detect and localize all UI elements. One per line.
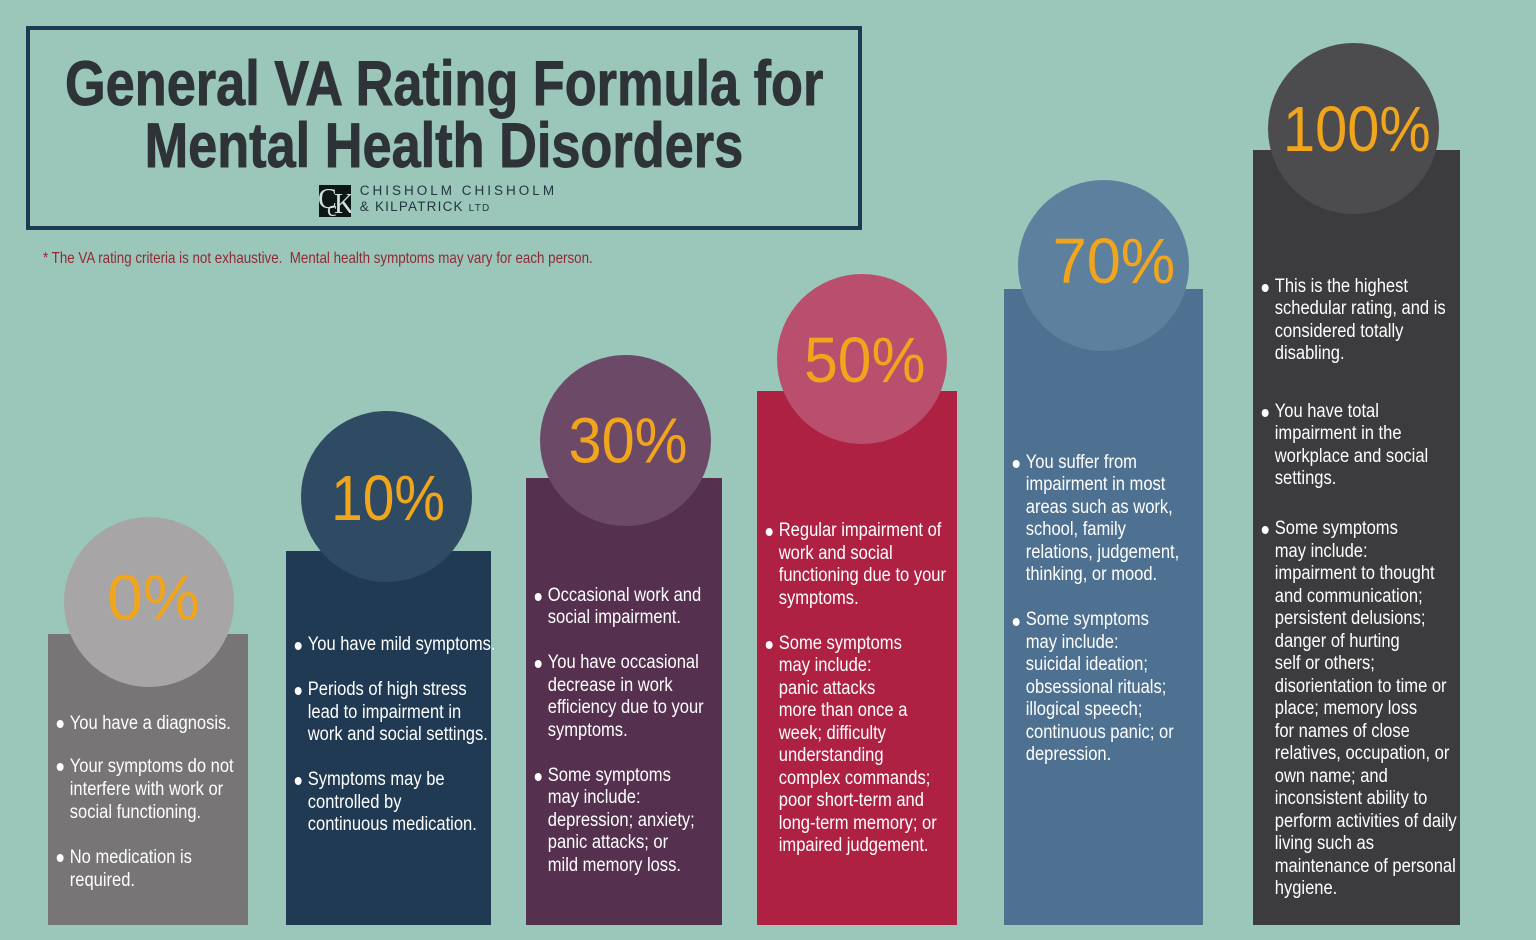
svg-text:c: c bbox=[327, 196, 337, 217]
svg-text:C: C bbox=[319, 185, 337, 215]
svg-text:K: K bbox=[334, 189, 351, 217]
